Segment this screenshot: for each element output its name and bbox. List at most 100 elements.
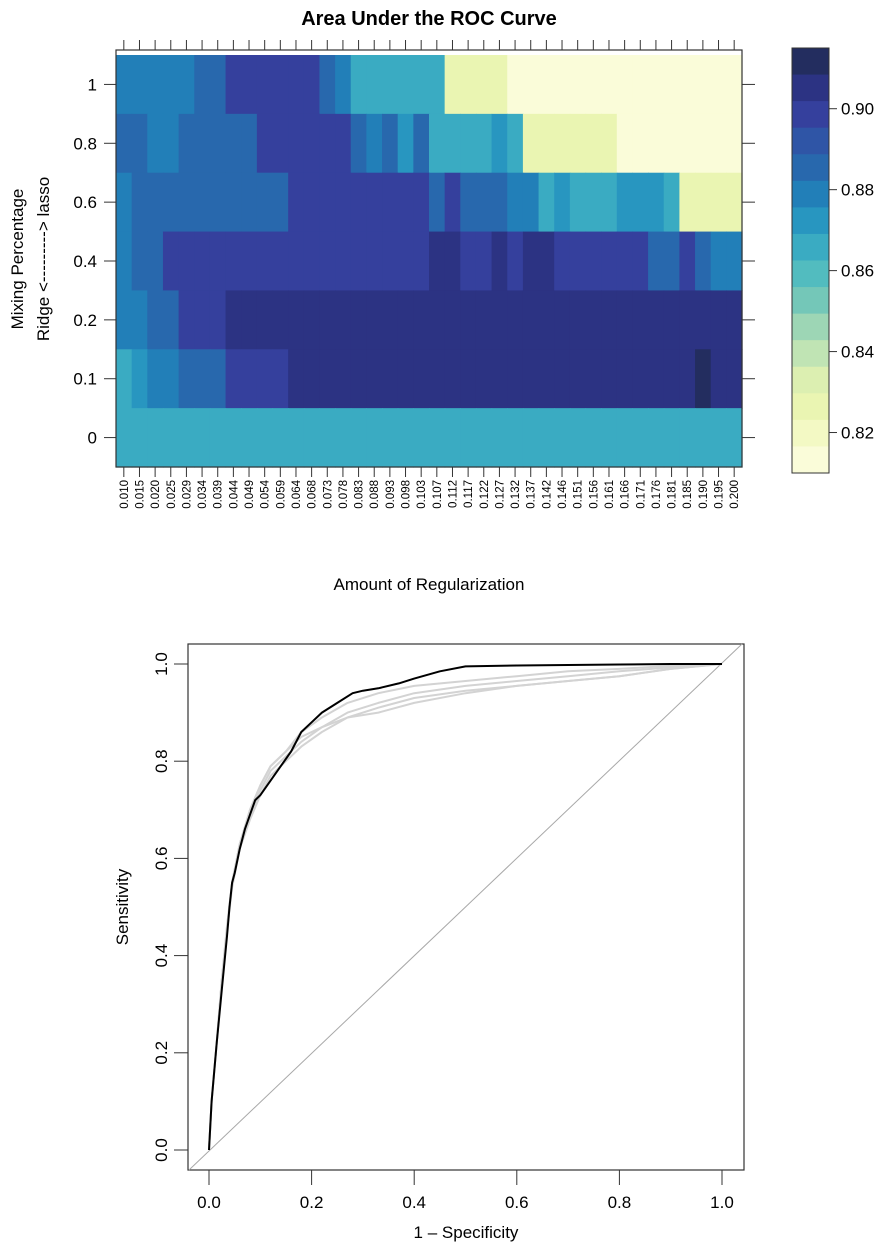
heatmap-cell [429, 231, 446, 292]
heatmap-x-tick-label: 0.015 [134, 480, 146, 509]
heatmap-cell [585, 55, 602, 115]
heatmap-cell [522, 290, 540, 350]
heatmap-x-tick-label: 0.098 [401, 480, 413, 509]
heatmap-x-tick-label: 0.034 [197, 479, 209, 508]
heatmap-cell [209, 113, 227, 174]
heatmap-cell [444, 113, 461, 174]
heatmap-cell [319, 290, 336, 350]
heatmap-cell [710, 113, 727, 174]
heatmap-x-tick-label: 0.107 [432, 480, 444, 509]
heatmap-x-tick-label: 0.156 [588, 480, 600, 509]
colorbar-bin [792, 180, 829, 208]
heatmap-cell [460, 349, 477, 409]
heatmap-cell [726, 172, 743, 233]
heatmap-cell [319, 349, 336, 409]
heatmap-cell [178, 113, 195, 174]
colorbar-bin [792, 287, 829, 315]
roc-y-label: Sensitivity [113, 868, 132, 945]
heatmap-cell [225, 55, 242, 115]
heatmap-cell [538, 172, 555, 233]
heatmap-cell [256, 172, 274, 233]
heatmap-cell [632, 172, 649, 233]
heatmap-x-tick-label: 0.195 [714, 480, 726, 509]
heatmap-cell [648, 290, 665, 350]
heatmap-cell [538, 290, 555, 350]
heatmap-cell [632, 113, 649, 174]
heatmap-cell [178, 231, 195, 292]
heatmap-cell [382, 231, 399, 292]
heatmap-x-tick-label: 0.103 [416, 480, 428, 509]
heatmap-cell [695, 231, 712, 292]
heatmap-cell [429, 113, 446, 174]
heatmap-x-tick-label: 0.064 [291, 479, 303, 508]
heatmap-cell [710, 349, 727, 409]
heatmap-cell [366, 55, 383, 115]
heatmap-cell [460, 290, 477, 350]
heatmap-cell [147, 290, 164, 350]
heatmap-cell [695, 349, 712, 409]
heatmap-cell [178, 290, 195, 350]
heatmap-cell [256, 290, 274, 350]
roc-lines [188, 643, 743, 1171]
heatmap-cell [288, 113, 305, 174]
heatmap-cell [585, 113, 602, 174]
heatmap-cell [444, 349, 461, 409]
heatmap-cell [194, 408, 211, 468]
heatmap-cell [726, 408, 743, 468]
heatmap-cell [632, 231, 649, 292]
heatmap-cell [444, 408, 461, 468]
heatmap-cell [335, 55, 352, 115]
heatmap-x-tick-label: 0.185 [682, 480, 694, 509]
heatmap-cell [554, 290, 571, 350]
heatmap-cell [695, 55, 712, 115]
roc-y-tick-label: 0.0 [152, 1138, 171, 1162]
heatmap-cell [366, 349, 383, 409]
heatmap-x-tick-label: 0.025 [166, 480, 178, 509]
heatmap-title: Area Under the ROC Curve [301, 8, 557, 30]
heatmap-cell [632, 349, 649, 409]
heatmap-cell [710, 290, 727, 350]
heatmap-cell [460, 55, 477, 115]
heatmap-cell [554, 113, 571, 174]
heatmap-cell [538, 231, 555, 292]
heatmap-cell [601, 231, 618, 292]
heatmap-cell [569, 172, 587, 233]
heatmap-cell [178, 55, 195, 115]
heatmap-cell [491, 55, 508, 115]
heatmap-cell [695, 113, 712, 174]
heatmap-cell [475, 408, 493, 468]
heatmap-cell [116, 290, 133, 350]
colorbar-tick-label: 0.90 [841, 100, 874, 119]
roc-series-selected-model [208, 663, 722, 1151]
heatmap-cell [491, 290, 508, 350]
heatmap-cell [131, 172, 148, 233]
heatmap-cell [429, 172, 446, 233]
heatmap-cell [241, 55, 258, 115]
heatmap-cell [601, 408, 618, 468]
heatmap-cell [382, 290, 399, 350]
roc-y-tick-label: 0.6 [152, 847, 171, 871]
heatmap-cell [131, 349, 148, 409]
heatmap-x-tick-label: 0.112 [447, 480, 459, 508]
roc-y-tick-label: 0.8 [152, 749, 171, 773]
heatmap-cell [241, 408, 258, 468]
heatmap-cell [241, 349, 258, 409]
heatmap-cell [209, 172, 227, 233]
heatmap-cell [397, 290, 414, 350]
heatmap-cell [429, 408, 446, 468]
heatmap-cell [491, 113, 508, 174]
heatmap-cell [162, 172, 180, 233]
roc-x-tick-label: 0.8 [608, 1193, 632, 1212]
heatmap-cell [162, 113, 180, 174]
heatmap-cell [350, 172, 367, 233]
heatmap-cell [601, 290, 618, 350]
heatmap-cell [648, 231, 665, 292]
heatmap-cell [616, 55, 634, 115]
heatmap-x-tick-label: 0.122 [479, 480, 491, 509]
heatmap-cell [382, 113, 399, 174]
heatmap-cell [695, 408, 712, 468]
heatmap-cell [335, 231, 352, 292]
heatmap-cell [116, 172, 133, 233]
colorbar-tick-label: 0.86 [841, 262, 874, 281]
heatmap-cell [695, 290, 712, 350]
